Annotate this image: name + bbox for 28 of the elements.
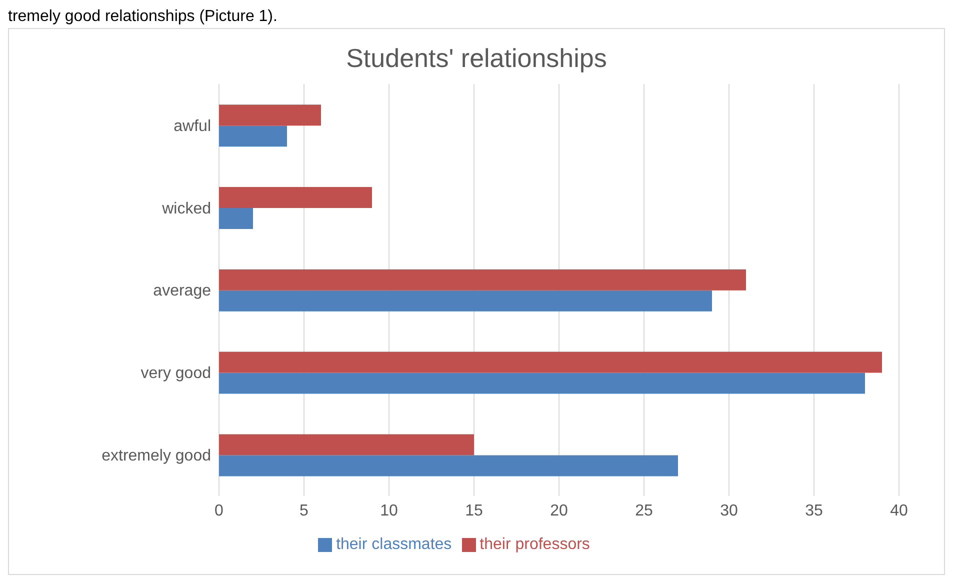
- chart-title: Students' relationships: [345, 43, 608, 74]
- bar: [219, 434, 474, 456]
- bar: [219, 269, 746, 290]
- x-tick-label: 35: [805, 502, 823, 520]
- x-tick-label: 5: [300, 502, 309, 520]
- bar: [219, 455, 678, 476]
- bar: [219, 104, 321, 126]
- bar: [219, 290, 712, 312]
- text: tremely good relationships (Picture 1).: [8, 8, 278, 27]
- x-tick-label: 40: [890, 502, 908, 520]
- y-tick-label: extremely good: [102, 447, 211, 464]
- y-tick-label: very good: [140, 365, 211, 382]
- bar: [219, 352, 882, 373]
- x-tick-label: 25: [635, 502, 653, 520]
- legend-label: their professors: [480, 536, 590, 553]
- bar: [219, 208, 253, 229]
- bar: [219, 126, 287, 147]
- legend-label: their classmates: [336, 536, 452, 553]
- bar: [219, 187, 372, 208]
- x-tick-label: 15: [465, 502, 483, 520]
- x-tick-label: 10: [380, 502, 398, 520]
- x-tick-label: 20: [550, 502, 568, 520]
- y-tick-label: awful: [174, 118, 211, 135]
- bar: [219, 372, 865, 394]
- x-tick-label: 0: [214, 502, 224, 520]
- x-tick-label: 30: [720, 502, 738, 520]
- y-tick-label: wicked: [161, 200, 211, 218]
- y-tick-label: average: [153, 282, 212, 300]
